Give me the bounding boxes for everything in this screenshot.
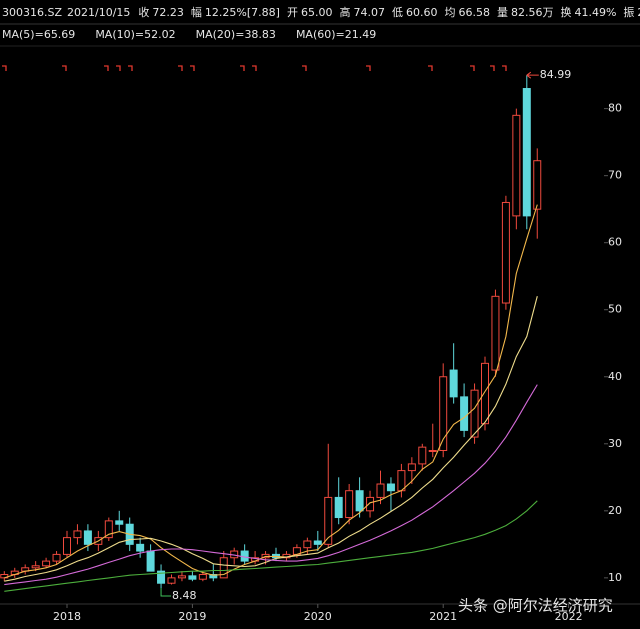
- high-arrow: [526, 71, 539, 79]
- candle-body: [376, 483, 385, 498]
- field-value: 72.23: [152, 6, 184, 19]
- date: 2021/10/15: [67, 6, 130, 19]
- field-value: 41.49%: [574, 6, 616, 19]
- y-tick-label: 50: [608, 303, 622, 316]
- candle-body: [418, 446, 427, 465]
- legend-entry: MA(5)=65.69: [2, 28, 75, 41]
- ma-line: [4, 500, 538, 592]
- field-value: 74.07: [353, 6, 385, 19]
- y-tick-label: 30: [608, 437, 622, 450]
- candle-body: [146, 550, 155, 572]
- y-tick-label: 20: [608, 504, 622, 517]
- legend-entry: MA(20)=38.83: [196, 28, 276, 41]
- x-tick-label: 2019: [178, 610, 206, 623]
- candle-body: [198, 574, 207, 580]
- candle-body: [157, 570, 166, 584]
- field-value: 20.93%: [637, 6, 640, 19]
- low-label: 8.48: [172, 589, 197, 602]
- ma-line: [4, 384, 538, 586]
- watermark: 头条 @阿尔法经济研究: [458, 597, 613, 615]
- stock-code: 300316.SZ: [2, 6, 62, 19]
- candle-body: [167, 577, 176, 584]
- candle-body: [313, 540, 322, 545]
- candle-body: [31, 565, 40, 569]
- candle-body: [407, 463, 416, 472]
- x-tick-label: 2018: [53, 610, 81, 623]
- x-tick-label: 2020: [304, 610, 332, 623]
- legend-entry: MA(10)=52.02: [95, 28, 175, 41]
- candle-body: [136, 543, 145, 552]
- field-label: 幅: [191, 6, 202, 19]
- candle-body: [512, 114, 521, 217]
- candle-body: [366, 496, 375, 512]
- field-label: 开: [287, 6, 298, 19]
- candle-body: [219, 557, 228, 579]
- candle-body: [177, 575, 186, 579]
- field-value: 60.60: [406, 6, 438, 19]
- candle-body: [188, 575, 197, 580]
- candle-body: [460, 396, 469, 431]
- candle-body: [533, 160, 542, 210]
- candle-body: [209, 574, 218, 579]
- candle-body: [240, 550, 249, 562]
- candle-body: [397, 470, 406, 492]
- candle-body: [324, 496, 333, 545]
- x-tick-label: 2022: [555, 610, 583, 623]
- candle-body: [334, 496, 343, 519]
- field-value: 82.56万: [511, 6, 554, 19]
- y-tick-label: 60: [608, 236, 622, 249]
- candle-body: [42, 560, 51, 567]
- candle-body: [439, 376, 448, 451]
- candle-body: [501, 201, 510, 304]
- candle-body: [345, 490, 354, 519]
- candle-body: [449, 369, 458, 398]
- field-label: 换: [560, 5, 571, 19]
- field-label: 振: [623, 5, 634, 19]
- candle-body: [470, 389, 479, 438]
- candle-body: [522, 88, 531, 217]
- legend-entry: MA(60)=21.49: [296, 28, 376, 41]
- y-tick-label: 10: [608, 571, 622, 584]
- candle-body: [428, 449, 437, 452]
- candle-body: [355, 490, 364, 512]
- y-tick-label: 70: [608, 169, 622, 182]
- field-value: 12.25%[7.88]: [205, 6, 280, 19]
- field-label: 收: [138, 5, 149, 19]
- field-value: 66.58: [458, 6, 490, 19]
- candle-body: [52, 553, 61, 562]
- field-label: 低: [392, 6, 403, 19]
- candle-body: [115, 520, 124, 525]
- ma-line: [4, 204, 538, 579]
- candle-body: [104, 520, 113, 539]
- event-markers: [2, 65, 507, 71]
- candle-body: [481, 362, 489, 425]
- y-tick-label: 80: [608, 102, 622, 115]
- x-tick-label: 2021: [429, 610, 457, 623]
- field-value: 65.00: [301, 6, 333, 19]
- y-tick-label: 40: [608, 370, 622, 383]
- field-label: 量: [497, 6, 508, 19]
- candle-body: [83, 530, 92, 545]
- candle-body: [63, 537, 71, 555]
- candle-body: [386, 483, 395, 492]
- candle-body: [73, 530, 82, 539]
- low-arrow: [160, 588, 172, 597]
- field-label: 高: [339, 5, 350, 19]
- field-label: 均: [444, 6, 455, 19]
- high-label: 84.99: [540, 68, 572, 81]
- candle-body: [491, 295, 500, 371]
- candle-body: [303, 540, 312, 549]
